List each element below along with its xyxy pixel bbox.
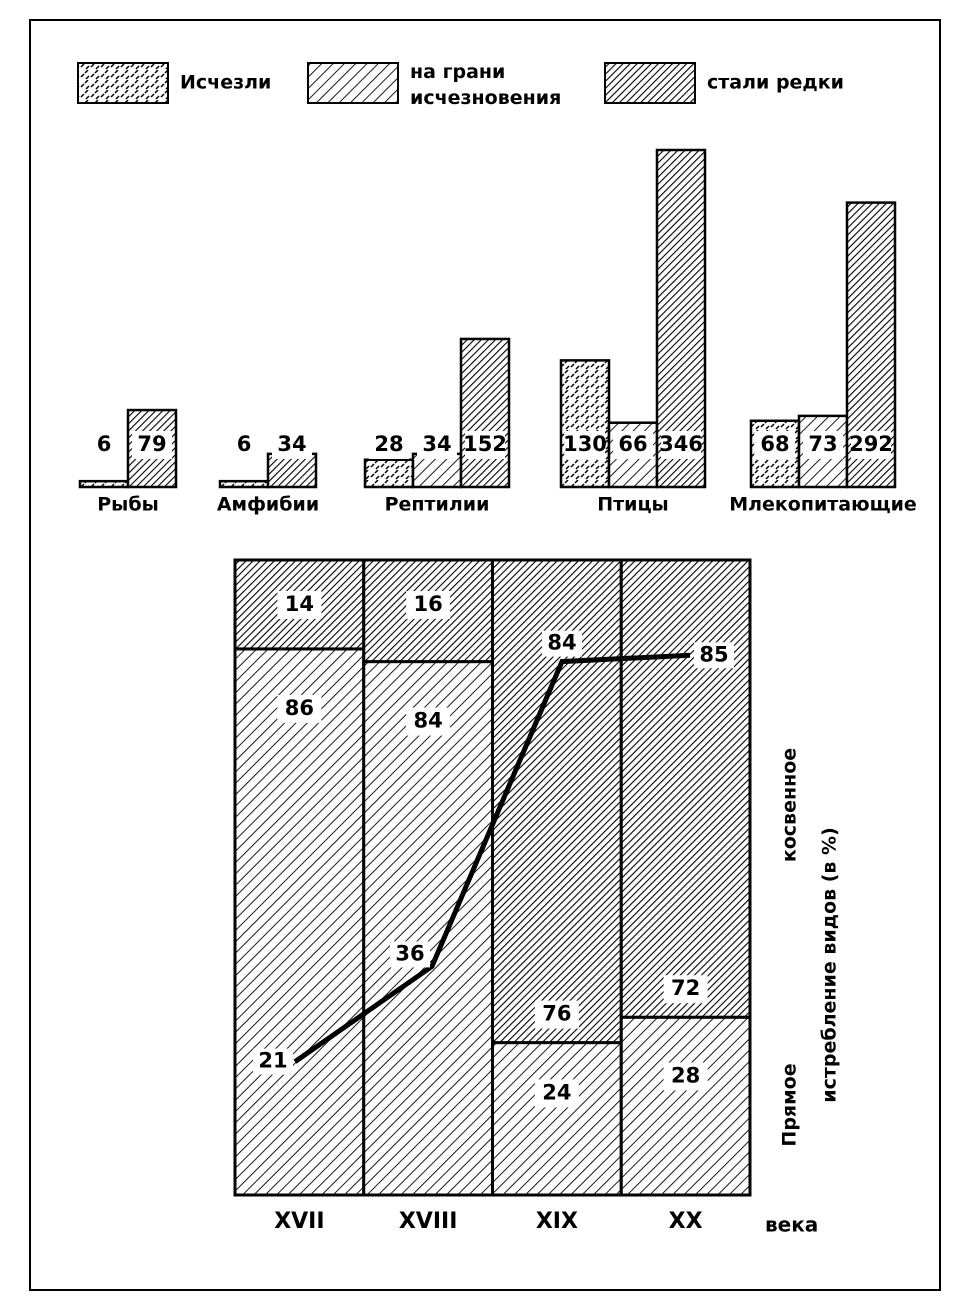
series-label: косвенное xyxy=(779,748,801,862)
value-label: 6 xyxy=(237,432,252,456)
line-label-bg xyxy=(390,941,430,968)
value-label-bg xyxy=(851,431,891,459)
segment xyxy=(619,558,752,1019)
value-label-bg xyxy=(534,1079,579,1108)
value-label-bg xyxy=(663,1062,708,1091)
value-label: 28 xyxy=(671,1063,700,1087)
value-label-bg xyxy=(132,431,172,459)
value-label-bg xyxy=(277,591,322,619)
line-label-bg xyxy=(694,642,734,669)
value-label-bg xyxy=(406,707,451,736)
legend-line: на грани xyxy=(410,61,505,83)
value-label: 68 xyxy=(760,432,789,456)
value-label-bg xyxy=(224,431,264,459)
legend-label: стали редки xyxy=(707,72,844,94)
value-label-bg xyxy=(803,431,843,459)
legend-line: исчезновения xyxy=(410,87,561,109)
line-label: 21 xyxy=(258,1049,287,1073)
segment xyxy=(619,1015,752,1197)
category-label: Рыбы xyxy=(97,494,159,516)
legend-swatch xyxy=(307,62,399,104)
value-label: 6 xyxy=(97,432,112,456)
value-label-bg xyxy=(417,431,457,459)
segment xyxy=(491,558,623,1045)
bar xyxy=(266,452,318,489)
value-label-bg xyxy=(406,591,451,619)
value-label: 34 xyxy=(422,432,451,456)
line-label-bg xyxy=(253,1048,293,1075)
category-label: Млекопитающие xyxy=(729,494,917,516)
value-label: 28 xyxy=(374,432,403,456)
value-label: 346 xyxy=(659,432,703,456)
bar xyxy=(218,479,270,489)
series-label: Прямое xyxy=(779,1063,801,1146)
value-label: 72 xyxy=(671,976,700,1000)
value-label-bg xyxy=(565,431,605,459)
value-label-bg xyxy=(369,431,409,459)
x-axis-label: века xyxy=(765,1213,818,1237)
value-label: 152 xyxy=(463,432,507,456)
category-label: Рептилии xyxy=(385,494,490,516)
value-label: 24 xyxy=(542,1080,571,1104)
segment xyxy=(491,1041,623,1197)
bar xyxy=(78,479,130,489)
line xyxy=(293,652,691,1064)
value-label-bg xyxy=(661,431,701,459)
value-label-bg xyxy=(465,431,505,459)
value-label: 130 xyxy=(563,432,607,456)
bar xyxy=(655,148,707,489)
line-label: 85 xyxy=(699,642,728,666)
line-label: 84 xyxy=(547,631,576,655)
bar xyxy=(363,458,415,489)
value-label: 84 xyxy=(414,709,443,733)
line-label-bg xyxy=(542,630,582,657)
value-label: 79 xyxy=(137,432,166,456)
value-label-bg xyxy=(534,1000,579,1029)
category-label: Амфибии xyxy=(217,494,319,516)
legend-label: на грани исчезновения xyxy=(410,61,561,109)
value-label-bg xyxy=(755,431,795,459)
value-label-bg xyxy=(84,431,124,459)
x-tick-label: XIX xyxy=(536,1209,578,1234)
frame xyxy=(29,19,941,1291)
bar xyxy=(459,337,511,489)
value-label: 66 xyxy=(618,432,647,456)
value-label: 76 xyxy=(542,1002,571,1026)
x-tick-label: XX xyxy=(669,1209,703,1234)
value-label-bg xyxy=(613,431,653,459)
x-tick-label: XVII xyxy=(274,1209,324,1234)
value-label-bg xyxy=(277,694,322,723)
value-label: 73 xyxy=(808,432,837,456)
category-label: Птицы xyxy=(597,494,669,516)
value-label: 86 xyxy=(285,696,314,720)
value-label-bg xyxy=(272,431,312,459)
value-label: 16 xyxy=(414,592,443,616)
value-label-bg xyxy=(663,975,708,1004)
y-axis-label: истребление видов (в %) xyxy=(819,827,841,1103)
legend-swatch xyxy=(77,62,169,104)
value-label: 34 xyxy=(277,432,306,456)
segment xyxy=(362,660,494,1197)
segment xyxy=(233,647,366,1197)
legend-swatch xyxy=(604,62,696,104)
legend-label: Исчезли xyxy=(180,72,271,94)
bar xyxy=(559,359,611,489)
value-label: 292 xyxy=(849,432,893,456)
line-label: 36 xyxy=(395,941,424,965)
value-label: 14 xyxy=(285,592,314,616)
x-tick-label: XVIII xyxy=(399,1209,458,1234)
